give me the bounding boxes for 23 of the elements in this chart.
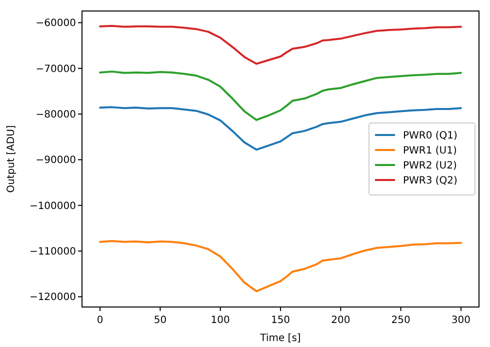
legend-label: PWR2 (U2) bbox=[403, 160, 457, 172]
x-tick-label: 50 bbox=[154, 315, 167, 326]
y-tick-label: −110000 bbox=[29, 246, 76, 258]
x-tick-label: 200 bbox=[331, 315, 350, 326]
y-axis-title: Output [ADU] bbox=[6, 125, 17, 193]
x-tick-label: 300 bbox=[451, 315, 470, 326]
x-tick-label: 100 bbox=[210, 315, 230, 326]
line-series bbox=[99, 240, 462, 292]
y-tick-label: −90000 bbox=[36, 155, 76, 166]
y-tick-label: −70000 bbox=[36, 64, 76, 75]
y-tick-label: −80000 bbox=[36, 110, 76, 121]
legend-label: PWR1 (U1) bbox=[403, 146, 457, 156]
legend-label: PWR3 (Q2) bbox=[403, 176, 458, 186]
x-axis-title: Time [s] bbox=[259, 333, 301, 344]
y-tick-label: −60000 bbox=[36, 18, 76, 30]
x-tick-label: 150 bbox=[270, 315, 290, 326]
y-tick-label: −100000 bbox=[29, 200, 76, 212]
legend-label: PWR0 (Q1) bbox=[403, 130, 458, 142]
x-tick-label: 250 bbox=[391, 315, 410, 326]
line-series bbox=[99, 24, 462, 65]
x-tick-label: 0 bbox=[96, 315, 104, 326]
y-tick-label: −120000 bbox=[29, 292, 76, 304]
line-series bbox=[99, 70, 462, 121]
